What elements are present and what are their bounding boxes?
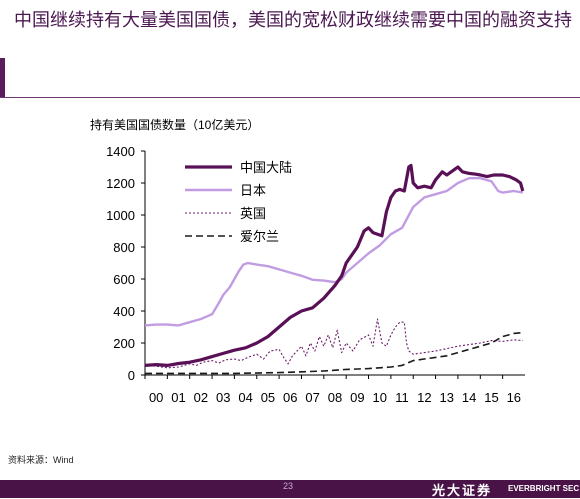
- footer-stripe: [100, 474, 270, 480]
- y-tick-label: 1000: [106, 208, 135, 223]
- series-line-3: [145, 331, 523, 375]
- y-tick-label: 0: [128, 368, 135, 383]
- series-line-1: [144, 177, 524, 327]
- x-tick-label: 14: [462, 390, 476, 405]
- legend-label: 中国大陆: [240, 160, 292, 175]
- treasury-holdings-line-chart: 持有美国国债数量（10亿美元） 020040060080010001200140…: [90, 117, 525, 405]
- x-tick-label: 00: [149, 390, 163, 405]
- x-tick-label: 07: [305, 390, 319, 405]
- y-tick-label: 200: [113, 336, 135, 351]
- y-tick-label: 1400: [106, 144, 135, 159]
- series-line-2: [144, 318, 523, 369]
- page-number: 23: [283, 481, 294, 491]
- chart-axes: 0 200 400 600 800 1000 1200 1400 00 01 02 03 04 05 06 0…: [106, 144, 525, 405]
- brand-logo-en: EVERBRIGHT SEC: [508, 484, 580, 493]
- chart-series-lines: [144, 163, 525, 375]
- x-tick-label: 08: [328, 390, 342, 405]
- x-tick-label: 15: [484, 390, 498, 405]
- brand-logo-cn: 光大证券: [432, 484, 493, 499]
- y-tick-label: 1200: [106, 176, 135, 191]
- title-divider: [0, 97, 580, 98]
- x-tick-label: 01: [171, 390, 185, 405]
- legend-label: 英国: [240, 206, 266, 221]
- y-tick-label: 400: [113, 304, 135, 319]
- footer-band: [0, 480, 580, 498]
- x-tick-label: 10: [372, 390, 386, 405]
- x-tick-label: 04: [238, 390, 252, 405]
- chart-title: 持有美国国债数量（10亿美元）: [90, 117, 259, 132]
- y-tick-label: 600: [113, 272, 135, 287]
- x-tick-label: 11: [395, 390, 409, 405]
- legend-label: 爱尔兰: [240, 229, 279, 244]
- x-tick-label: 02: [194, 390, 208, 405]
- slide-title: 中国继续持有大量美国国债，美国的宽松财政继续需要中国的融资支持: [14, 10, 572, 31]
- x-tick-label: 16: [507, 390, 521, 405]
- x-tick-label: 06: [283, 390, 297, 405]
- source-note: 资料来源：Wind: [8, 455, 74, 465]
- x-tick-label: 03: [216, 390, 230, 405]
- y-tick-label: 800: [113, 240, 135, 255]
- x-tick-label: 12: [417, 390, 431, 405]
- x-tick-label: 09: [350, 390, 364, 405]
- x-tick-label: 13: [440, 390, 454, 405]
- series-line-0: [144, 163, 525, 367]
- x-tick-label: 05: [261, 390, 275, 405]
- title-accent-bar: [0, 58, 5, 98]
- legend-label: 日本: [240, 183, 266, 198]
